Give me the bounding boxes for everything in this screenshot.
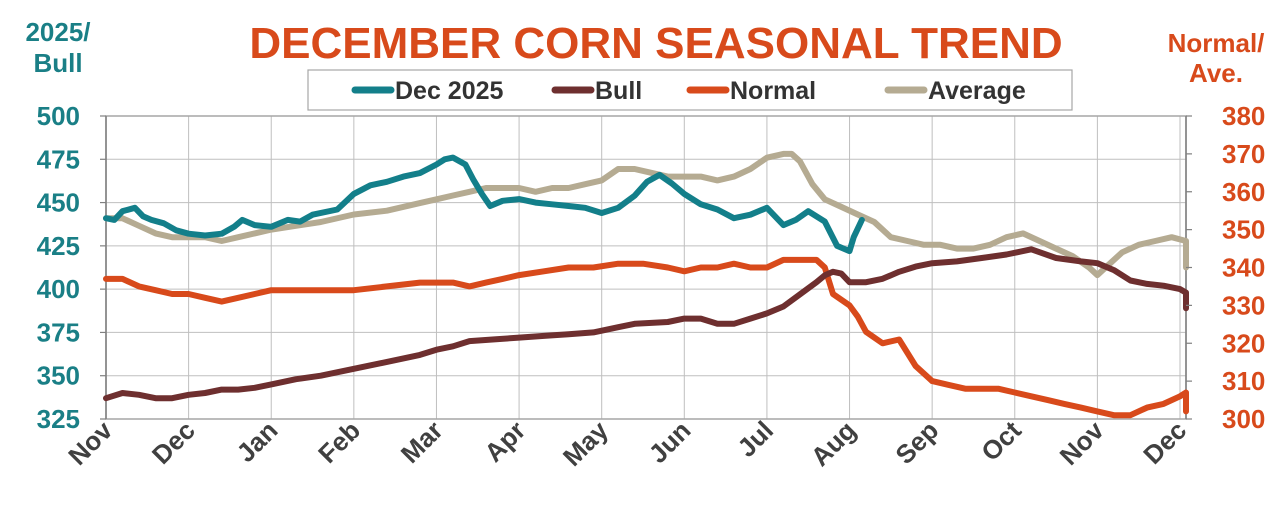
legend-label: Normal bbox=[730, 77, 816, 105]
series-line-dec-2025 bbox=[103, 154, 865, 255]
x-tick-label: Dec bbox=[1137, 415, 1192, 470]
series-line-normal bbox=[103, 256, 1189, 419]
left-tick-label: 375 bbox=[37, 317, 80, 347]
right-tick-label: 360 bbox=[1222, 177, 1265, 207]
x-tick-label: Oct bbox=[975, 415, 1027, 467]
x-tick-label: Aug bbox=[805, 415, 862, 472]
x-tick-label: Jul bbox=[731, 415, 779, 463]
left-tick-label: 500 bbox=[37, 101, 80, 131]
left-tick-label: 400 bbox=[37, 274, 80, 304]
right-tick-label: 370 bbox=[1222, 139, 1265, 169]
right-tick-label: 330 bbox=[1222, 290, 1265, 320]
chart-title: DECEMBER CORN SEASONAL TREND bbox=[249, 19, 1062, 68]
left-axis-title-line2: Bull bbox=[33, 48, 82, 78]
right-tick-label: 300 bbox=[1222, 404, 1265, 434]
right-tick-label: 350 bbox=[1222, 215, 1265, 245]
legend-label: Dec 2025 bbox=[395, 77, 504, 105]
x-tick-label: May bbox=[557, 415, 614, 472]
x-tick-label: Nov bbox=[1054, 415, 1110, 471]
x-tick-label: Mar bbox=[395, 415, 449, 469]
x-tick-label: Sep bbox=[889, 415, 944, 470]
left-tick-label: 425 bbox=[37, 231, 80, 261]
left-tick-label: 475 bbox=[37, 144, 80, 174]
left-tick-label: 350 bbox=[37, 361, 80, 391]
right-tick-labels: 380 370 360 350 340 330 320 310 300 bbox=[1186, 101, 1265, 434]
series-line-bull bbox=[103, 246, 1189, 402]
grid bbox=[105, 115, 1186, 420]
series-layer bbox=[103, 150, 1189, 419]
right-axis-title-line2: Ave. bbox=[1189, 58, 1243, 88]
left-axis-title-line1: 2025/ bbox=[25, 17, 90, 47]
x-tick-label: Jun bbox=[643, 415, 697, 469]
legend-label: Average bbox=[928, 77, 1026, 105]
plot-area-border bbox=[105, 115, 1187, 420]
x-tick-labels: Nov Dec Jan Feb Mar Apr May Jun Jul Aug Sep Oct Nov D… bbox=[62, 415, 1192, 472]
right-tick-label: 340 bbox=[1222, 253, 1265, 283]
right-tick-label: 320 bbox=[1222, 328, 1265, 358]
x-tick-label: Apr bbox=[478, 415, 531, 468]
left-tick-label: 450 bbox=[37, 188, 80, 218]
right-axis-title-line1: Normal/ bbox=[1168, 28, 1265, 58]
right-tick-label: 310 bbox=[1222, 366, 1265, 396]
legend: Dec 2025 Bull Normal Average bbox=[307, 69, 1073, 111]
series-line-average bbox=[103, 150, 1189, 279]
x-tick-label: Jan bbox=[231, 415, 284, 468]
x-tick-label: Dec bbox=[146, 415, 201, 470]
left-tick-labels: 500 475 450 425 400 375 350 325 bbox=[37, 101, 106, 434]
x-tick-label: Feb bbox=[312, 415, 366, 469]
left-tick-label: 325 bbox=[37, 404, 80, 434]
right-tick-label: 380 bbox=[1222, 101, 1265, 131]
legend-label: Bull bbox=[595, 77, 642, 105]
